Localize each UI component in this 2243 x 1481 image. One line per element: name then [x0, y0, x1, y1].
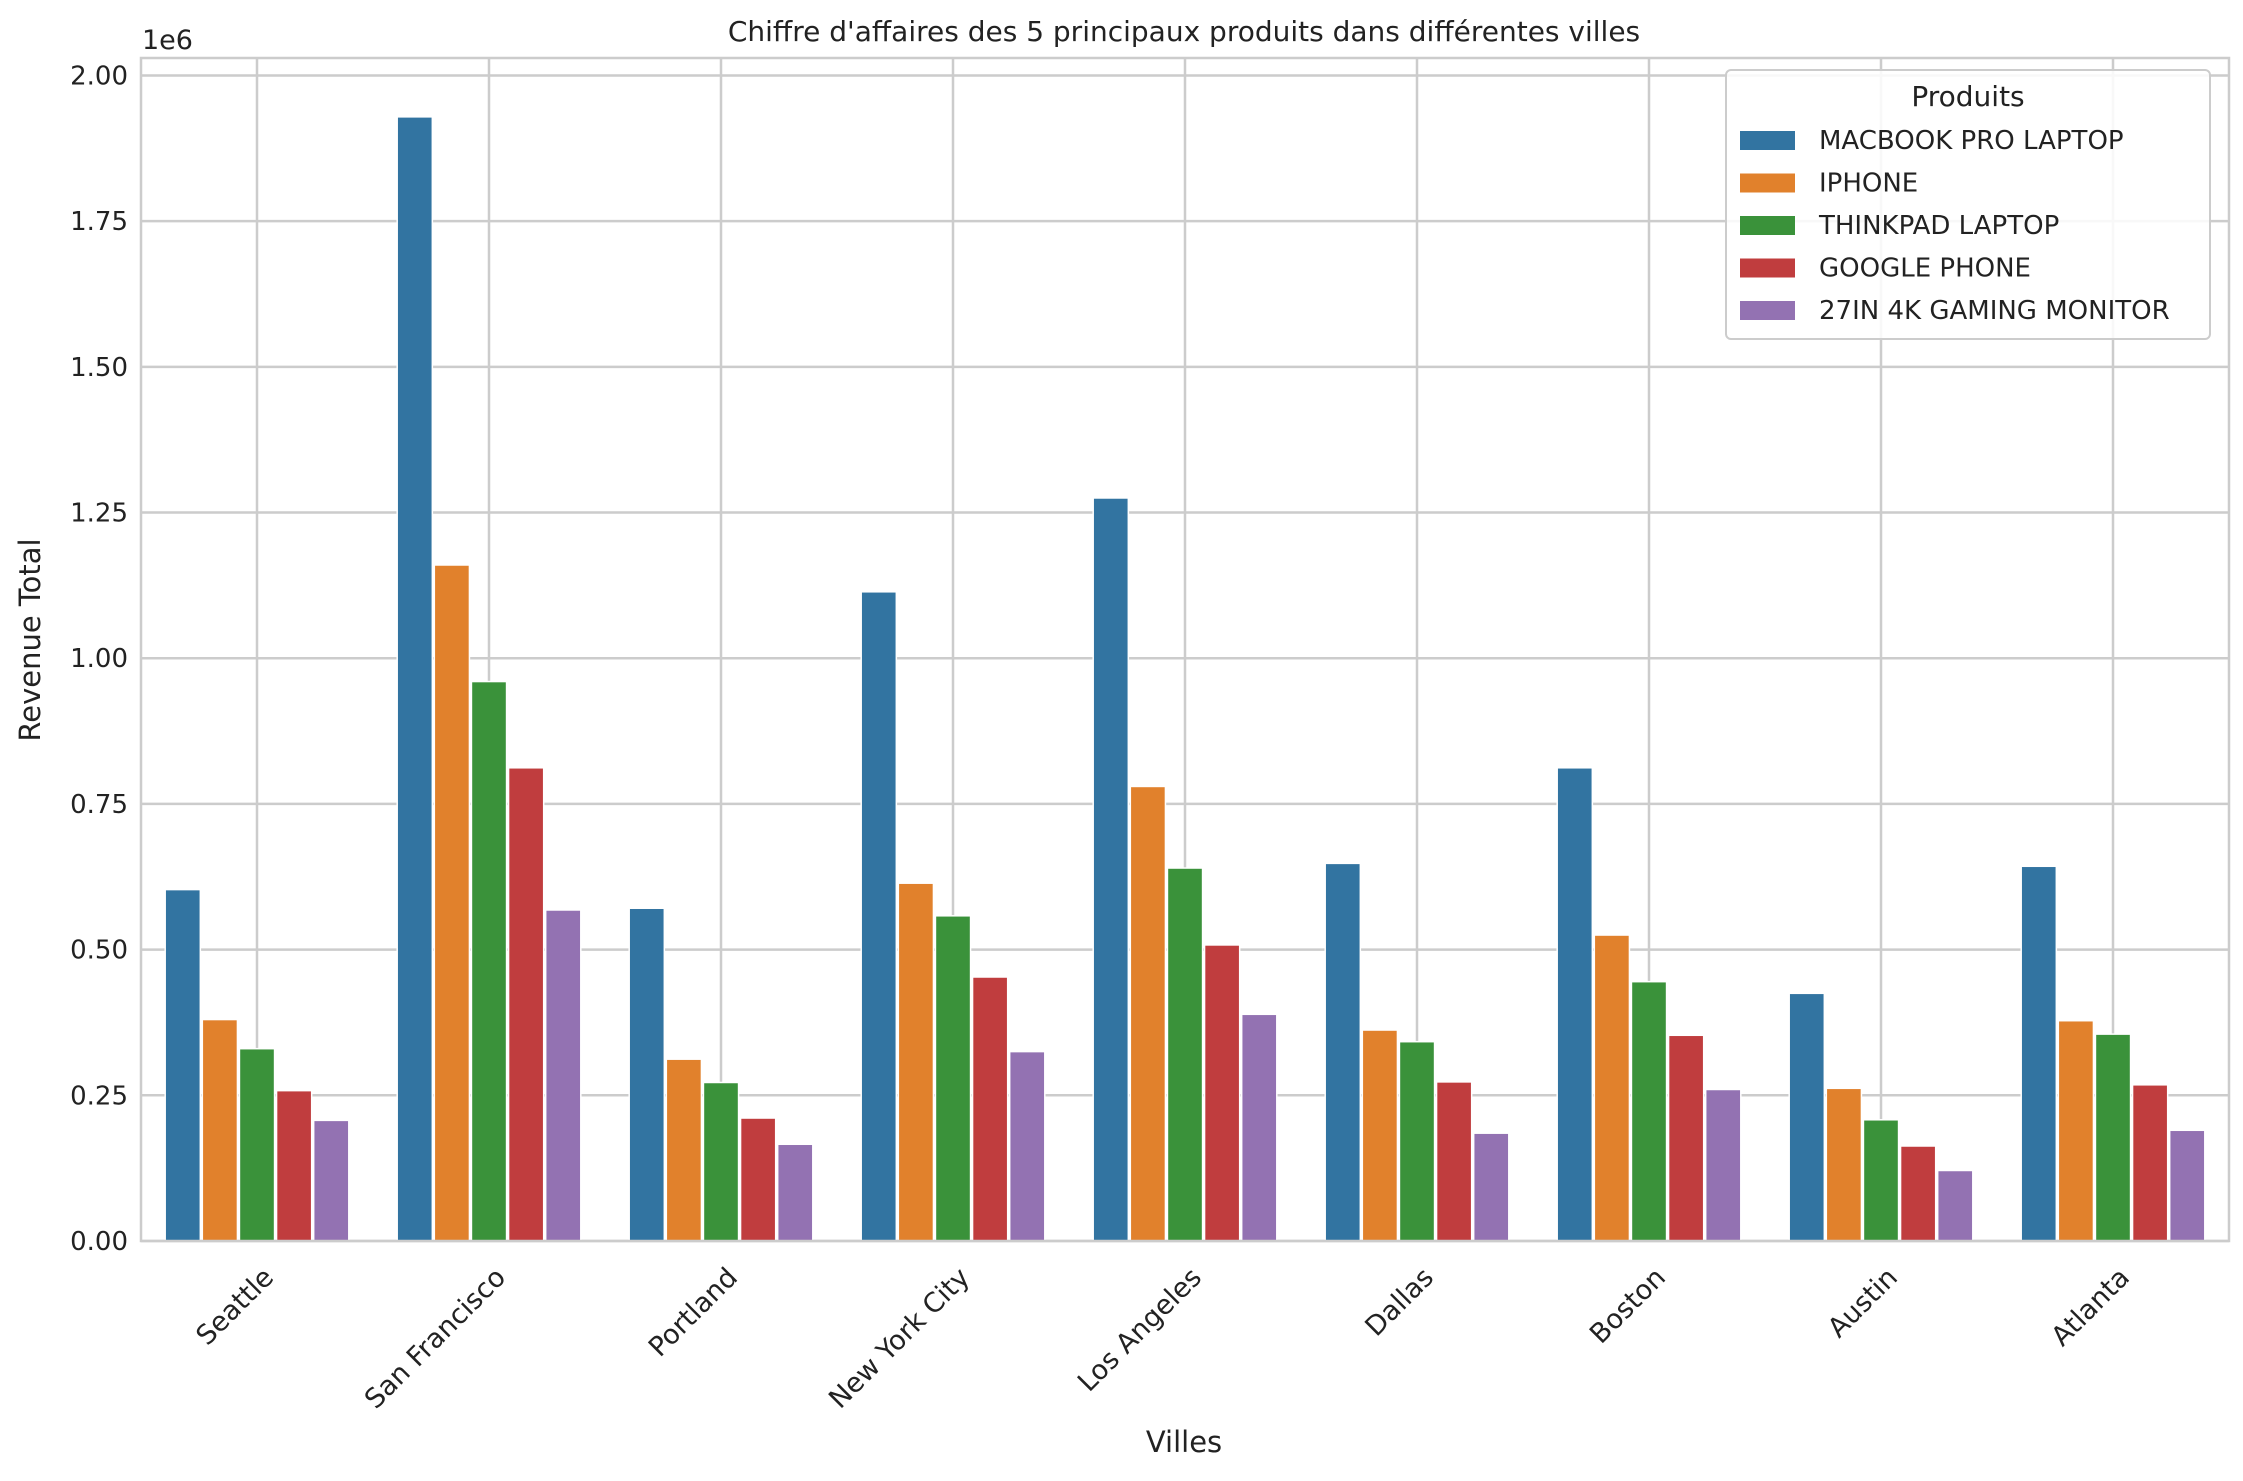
- bar: [2168, 1129, 2206, 1242]
- bar: [934, 915, 972, 1242]
- y-tick-label: 1.00: [70, 644, 128, 674]
- x-tick-label: Portland: [643, 1262, 744, 1363]
- y-tick-label: 0.75: [70, 790, 128, 820]
- legend-swatch: [1740, 173, 1795, 193]
- y-tick-label: 0.50: [70, 936, 128, 966]
- bar: [1788, 992, 1826, 1242]
- bar: [507, 767, 545, 1242]
- bar: [1203, 944, 1241, 1242]
- x-tick-label: Austin: [1822, 1262, 1904, 1344]
- y-tick-label: 1.75: [70, 207, 128, 237]
- y-multiplier-label: 1e6: [142, 25, 193, 56]
- x-tick-label: Boston: [1584, 1262, 1672, 1350]
- bar: [396, 116, 434, 1242]
- bar: [2094, 1033, 2132, 1242]
- legend-swatch: [1740, 216, 1795, 235]
- bar: [201, 1018, 239, 1242]
- bar: [776, 1143, 814, 1242]
- bar: [1472, 1132, 1510, 1242]
- bar: [897, 882, 935, 1242]
- bar: [1667, 1034, 1705, 1242]
- bars: [164, 116, 2206, 1242]
- legend-title: Produits: [1911, 80, 2024, 113]
- x-tick-label: San Francisco: [359, 1262, 512, 1415]
- legend-item-label: GOOGLE PHONE: [1819, 254, 2031, 284]
- x-tick-label: Atlanta: [2046, 1262, 2136, 1352]
- y-tick-label: 1.50: [70, 353, 128, 383]
- bar: [739, 1117, 777, 1242]
- bar: [470, 680, 508, 1242]
- bar: [544, 909, 582, 1242]
- y-tick-label: 0.25: [70, 1081, 128, 1111]
- legend-item-label: 27IN 4K GAMING MONITOR: [1819, 296, 2170, 326]
- bar: [433, 564, 471, 1242]
- bar: [702, 1081, 740, 1242]
- legend-swatch: [1740, 258, 1795, 278]
- x-tick-labels: Seattle San Francisco Portland New York Cit…: [190, 1262, 2136, 1415]
- bar: [1630, 980, 1668, 1242]
- bar: [860, 591, 898, 1242]
- chart-title: Chiffre d'affaires des 5 principaux prod…: [728, 15, 1640, 48]
- bar: [1899, 1145, 1937, 1242]
- legend-swatch: [1740, 131, 1795, 150]
- x-tick-label: New York City: [823, 1262, 976, 1415]
- bar: [1008, 1050, 1046, 1242]
- bar: [1825, 1087, 1863, 1242]
- legend-item-label: IPHONE: [1819, 169, 1918, 199]
- bar: [312, 1119, 350, 1242]
- bar: [1593, 934, 1631, 1242]
- x-tick-label: Seattle: [190, 1262, 280, 1352]
- x-tick-label: Dallas: [1359, 1262, 1440, 1343]
- bar: [238, 1047, 276, 1242]
- bar: [628, 907, 666, 1242]
- bar: [1704, 1088, 1742, 1242]
- x-axis-label: Villes: [1146, 1425, 1222, 1459]
- x-tick-label: Los Angeles: [1072, 1262, 1208, 1398]
- bar: [275, 1089, 313, 1242]
- bar: [1324, 862, 1362, 1242]
- bar: [2131, 1084, 2169, 1242]
- y-axis-label: Revenue Total: [13, 538, 47, 741]
- bar: [1092, 497, 1130, 1242]
- y-tick-labels: 0.00 0.25 0.50 0.75 1.00 1.25 1.50 1.75 2.00: [70, 61, 128, 1257]
- bar: [1129, 785, 1167, 1242]
- bar: [665, 1058, 703, 1242]
- bar: [2057, 1019, 2095, 1242]
- legend-item-label: MACBOOK PRO LAPTOP: [1819, 126, 2124, 156]
- bar: [1556, 767, 1594, 1242]
- legend: Produits MACBOOK PRO LAPTOP IPHONE THINKPAD…: [1725, 69, 2211, 340]
- y-tick-label: 0.00: [70, 1227, 128, 1257]
- legend-swatch: [1740, 301, 1795, 320]
- bar: [1166, 867, 1204, 1242]
- bar: [1435, 1081, 1473, 1242]
- bar: [971, 976, 1009, 1242]
- plot-frame: [139, 56, 2231, 1243]
- bar: [1398, 1040, 1436, 1242]
- legend-box: [1725, 69, 2211, 340]
- bar: [1361, 1029, 1399, 1242]
- bar: [2020, 865, 2058, 1242]
- bar: [164, 888, 202, 1242]
- legend-item-label: THINKPAD LAPTOP: [1818, 211, 2059, 241]
- y-tick-label: 1.25: [70, 499, 128, 529]
- bar: [1240, 1013, 1278, 1242]
- bar: [1862, 1119, 1900, 1242]
- bar: [1936, 1169, 1974, 1242]
- y-tick-label: 2.00: [70, 61, 128, 91]
